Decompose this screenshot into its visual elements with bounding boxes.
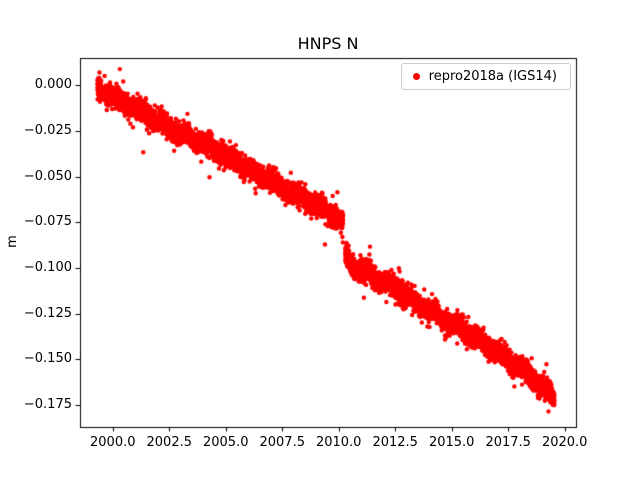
legend: repro2018a (IGS14)	[400, 63, 571, 90]
legend-label: repro2018a (IGS14)	[428, 69, 557, 84]
chart-title: HNPS N	[297, 34, 359, 53]
y-axis-label: m	[4, 235, 20, 248]
legend-marker-dot	[412, 73, 420, 80]
